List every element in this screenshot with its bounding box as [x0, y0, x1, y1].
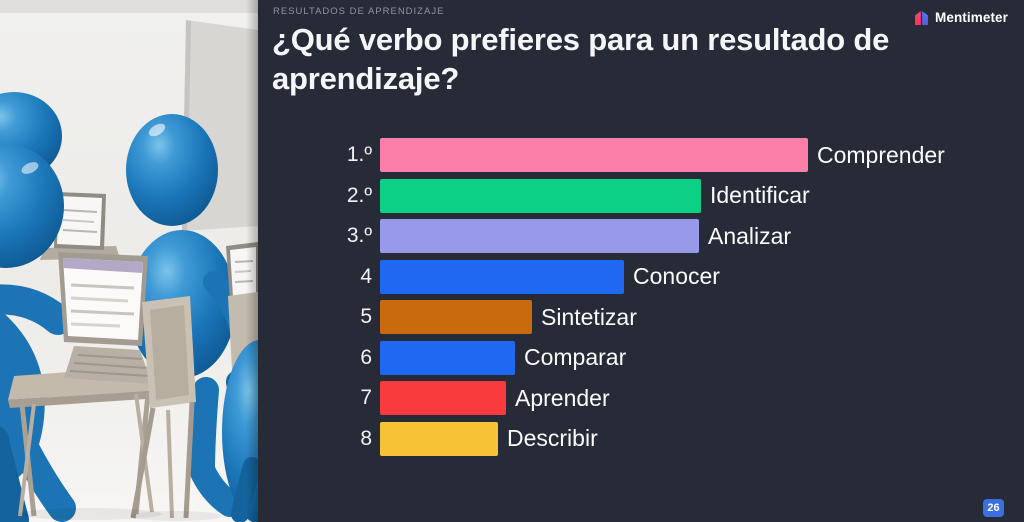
bar-value-label: Comparar	[524, 344, 627, 370]
chart-row: 2.º Identificar	[273, 178, 945, 213]
bar-value-label: Describir	[507, 425, 598, 451]
chart-row: 1.º Comprender	[273, 138, 945, 172]
floor-shadow	[18, 508, 222, 521]
chart-row: 5 Sintetizar	[273, 300, 945, 334]
rank-label: 2.º	[346, 183, 372, 207]
mentimeter-logo-text: Mentimeter	[934, 10, 1008, 25]
rank-label: 1.º	[346, 143, 372, 166]
chair	[130, 296, 196, 519]
bar-value-label: Conocer	[633, 263, 720, 289]
chart-row: 4 Conocer	[273, 259, 945, 294]
chart-row: 8 Describir	[273, 421, 945, 456]
rank-label: 3.º	[346, 224, 372, 247]
mentimeter-logo-icon	[915, 11, 928, 25]
panel-seam-shadow	[246, 0, 258, 522]
bar-sintetizar	[380, 300, 532, 334]
bar-identificar	[380, 178, 701, 213]
rank-label: 7	[360, 386, 372, 409]
rank-label: 4	[360, 264, 372, 288]
rear-laptop	[40, 192, 120, 260]
chart-row: 3.º Analizar	[273, 219, 945, 253]
rank-label: 6	[360, 345, 372, 369]
bar-value-label: Comprender	[817, 141, 945, 168]
slide-number-badge: 26	[983, 499, 1004, 517]
slide-panel: RESULTADOS DE APRENDIZAJE ¿Qué verbo pre…	[258, 0, 1024, 522]
rank-label: 5	[360, 305, 372, 328]
ranking-bar-chart: 1.º Comprender 2.º Identificar 3.º Anali…	[273, 138, 945, 462]
chart-row: 6 Comparar	[273, 340, 945, 375]
chart-row: 7 Aprender	[273, 381, 945, 415]
classroom-illustration	[0, 0, 258, 522]
bar-value-label: Sintetizar	[541, 303, 637, 330]
laptop	[58, 252, 152, 384]
bar-comprender	[380, 138, 808, 172]
wall-trim	[0, 0, 258, 13]
bar-describir	[380, 421, 498, 456]
title-line-1: ¿Qué verbo prefieres para un resultado d…	[272, 22, 890, 57]
bar-aprender	[380, 381, 506, 415]
bar-value-label: Aprender	[515, 384, 610, 411]
bar-comparar	[380, 340, 515, 375]
classroom-photo	[0, 0, 258, 522]
bar-conocer	[380, 259, 624, 294]
mentimeter-logo[interactable]: Mentimeter	[914, 10, 1008, 25]
bar-analizar	[380, 219, 699, 253]
slide-kicker: RESULTADOS DE APRENDIZAJE	[273, 6, 445, 17]
bar-value-label: Identificar	[710, 182, 810, 208]
question-title: ¿Qué verbo prefieres para un resultado d…	[272, 20, 889, 98]
bar-value-label: Analizar	[708, 222, 792, 249]
rank-label: 8	[360, 426, 372, 450]
title-line-2: aprendizaje?	[272, 61, 460, 96]
